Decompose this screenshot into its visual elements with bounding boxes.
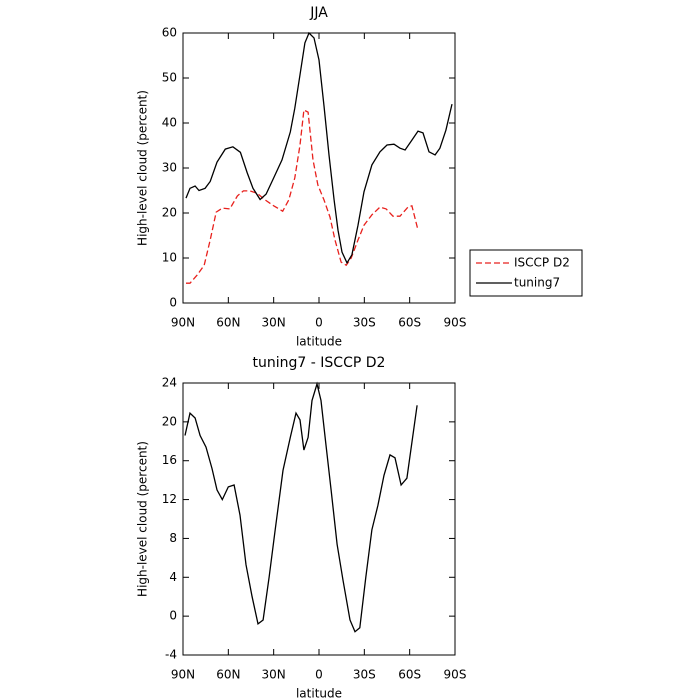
x-tick-label: 90S (444, 668, 467, 682)
y-tick-label: 40 (162, 116, 177, 130)
x-tick-label: 90S (444, 316, 467, 330)
x-tick-label: 60S (398, 316, 421, 330)
x-tick-label: 60S (398, 668, 421, 682)
y-tick-label: 20 (162, 414, 177, 428)
y-axis-label: High-level cloud (percent) (136, 90, 150, 246)
x-tick-label: 0 (315, 316, 323, 330)
y-tick-label: 0 (169, 609, 177, 623)
y-tick-label: 20 (162, 206, 177, 220)
y-tick-label: 30 (162, 161, 177, 175)
x-tick-label: 90N (171, 668, 195, 682)
chart-title: JJA (309, 5, 328, 21)
x-tick-label: 60N (216, 316, 240, 330)
data-line (186, 108, 419, 284)
data-line (185, 31, 453, 265)
y-tick-label: 50 (162, 71, 177, 85)
data-line (184, 381, 418, 633)
x-tick-label: 60N (216, 668, 240, 682)
y-tick-label: 60 (162, 26, 177, 40)
x-tick-label: 90N (171, 316, 195, 330)
x-tick-label: 30S (353, 668, 376, 682)
legend-box (469, 249, 583, 297)
y-tick-label: 4 (169, 570, 177, 584)
y-tick-label: 12 (162, 492, 177, 506)
x-tick-label: 30N (262, 668, 286, 682)
plot-frame (182, 32, 456, 304)
x-tick-label: 0 (315, 668, 323, 682)
x-axis-label: latitude (296, 687, 342, 700)
y-tick-label: 0 (169, 296, 177, 310)
y-tick-label: 16 (162, 453, 177, 467)
y-tick-label: 8 (169, 531, 177, 545)
y-axis-label: High-level cloud (percent) (136, 441, 150, 597)
legend-label: tuning7 (514, 276, 560, 290)
y-tick-label: 24 (162, 376, 177, 390)
y-tick-label: -4 (165, 648, 177, 662)
x-tick-label: 30N (262, 316, 286, 330)
plot-frame (182, 382, 456, 656)
x-axis-label: latitude (296, 335, 342, 349)
x-tick-label: 30S (353, 316, 376, 330)
y-tick-label: 10 (162, 251, 177, 265)
chart-title: tuning7 - ISCCP D2 (253, 355, 386, 371)
legend-label: ISCCP D2 (514, 256, 570, 270)
